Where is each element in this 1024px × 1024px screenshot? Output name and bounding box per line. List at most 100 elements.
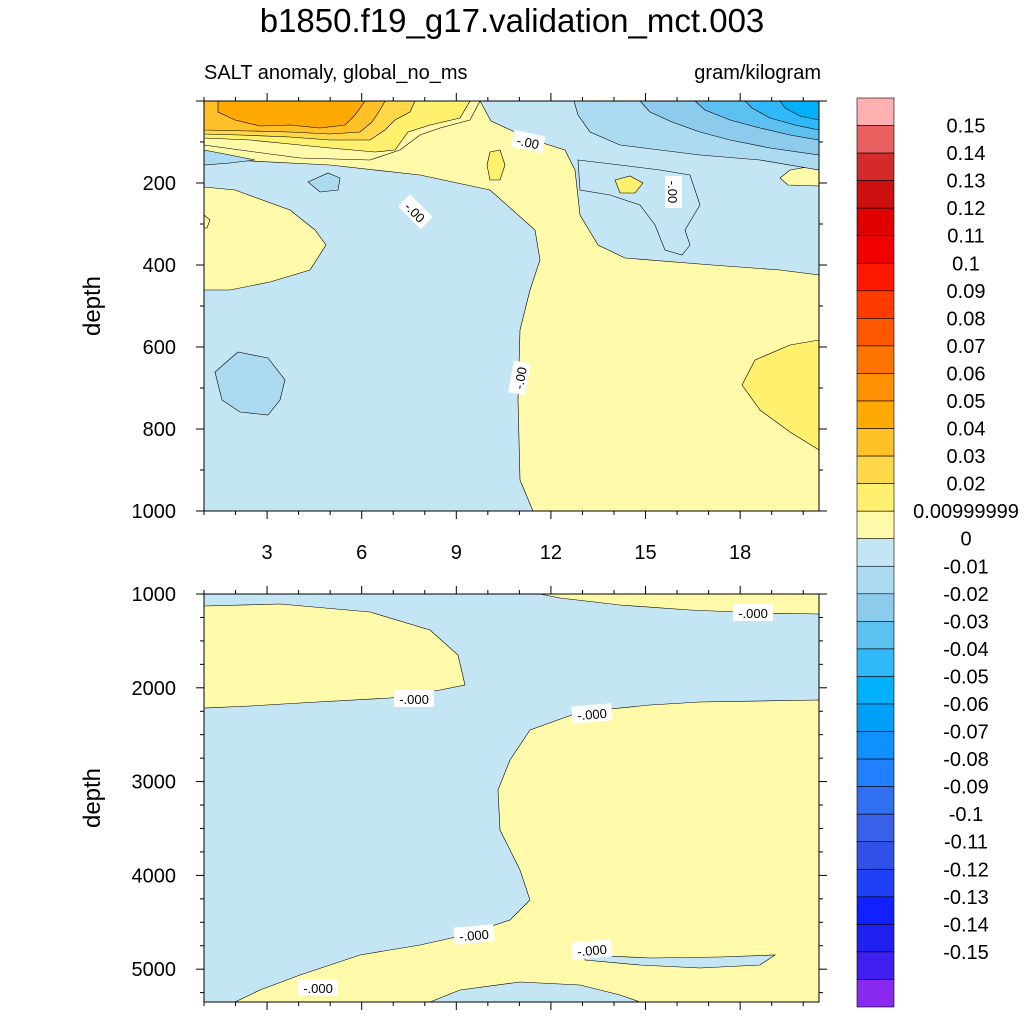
contour-label-box [510, 129, 546, 154]
colorbar-swatch [856, 979, 895, 1008]
upper-blue-blob [214, 351, 286, 416]
colorbar-swatch [856, 290, 895, 319]
colorbar-level-label: 0.04 [947, 419, 986, 441]
contour-label-text: -.000 [459, 927, 490, 945]
colorbar-level-label: -0.11 [944, 832, 988, 854]
colorbar-level-label: -0.06 [943, 694, 989, 716]
colorbar-level-label: 0.02 [947, 474, 986, 496]
colorbar-swatch [856, 758, 895, 787]
contour-label: -.000 [733, 604, 773, 621]
colorbar-swatch [856, 400, 895, 429]
contour-label-box [394, 690, 434, 707]
colorbar-level-label: -0.01 [943, 556, 989, 578]
upper-y-axis-label: depth [79, 276, 106, 336]
axes: 3 6 9 12 15 18 200 400 600 800 1000 1000 2000 3000 400… [132, 93, 827, 1010]
x-tick-label: 15 [634, 542, 656, 564]
upper-yellow-dot-2 [486, 149, 506, 181]
contour-label-text: -.000 [577, 706, 608, 724]
contour-label: -.000 [298, 979, 338, 996]
upper-y-tick-label: 200 [143, 173, 176, 195]
contour-label-box [398, 194, 433, 229]
colorbar-swatch [856, 152, 895, 181]
colorbar-swatch [856, 235, 895, 264]
x-tick-label: 6 [356, 542, 367, 564]
colorbar-level-label: 0.07 [947, 336, 986, 358]
chart-title: b1850.f19_g17.validation_mct.003 [259, 2, 765, 39]
colorbar-swatch [856, 345, 895, 374]
contour-label-text: -.00 [511, 366, 530, 391]
contour-label-box [733, 604, 773, 621]
lower-y-tick-label: 2000 [132, 678, 177, 700]
colorbar-swatch [856, 703, 895, 732]
colorbar-level-label: 0 [960, 529, 971, 551]
upper-top-orange-2 [217, 100, 366, 129]
colorbar-swatch [856, 180, 895, 209]
contour-label-text: -.00 [665, 181, 680, 203]
lower-yellow-topleft [203, 603, 466, 709]
lower-y-tick-label: 4000 [132, 865, 177, 887]
lower-y-axis-label: depth [79, 768, 106, 828]
colorbar-level-label: -0.04 [943, 639, 989, 661]
colorbar-swatch [856, 786, 895, 815]
x-tick-label: 9 [451, 542, 462, 564]
colorbar-level-label: 0.09 [947, 281, 986, 303]
contour-label-text: -.00 [515, 133, 540, 152]
colorbar-swatch [856, 565, 895, 595]
colorbar-level-label: 0.14 [947, 143, 986, 165]
colorbar-swatch [856, 483, 895, 512]
lower-frame [203, 593, 820, 1003]
colorbar-swatch [856, 125, 895, 154]
upper-yellow-right [203, 100, 820, 512]
colorbar-level-label: -0.1 [949, 804, 983, 826]
colorbar-level-label: 0.15 [947, 116, 986, 138]
upper-y-tick-label: 600 [143, 337, 176, 359]
colorbar-level-label: 0.03 [947, 446, 986, 468]
contour-label: -.00 [665, 176, 682, 208]
colorbar-level-label: 0.11 [947, 226, 984, 248]
colorbar-swatch [856, 373, 895, 402]
contour-labels: -.00-.00-.00-.00-.000-.000-.000-.000-.00… [298, 129, 773, 996]
colorbar-level-label: 0.00999999 [913, 501, 1019, 523]
colorbar-level-label: 0.13 [947, 171, 986, 193]
x-tick-label: 3 [262, 542, 273, 564]
colorbar-swatch [856, 97, 895, 126]
colorbar-level-label: -0.12 [943, 859, 989, 881]
contour-label: -.000 [394, 690, 434, 707]
upper-y-tick-label: 400 [143, 255, 176, 277]
upper-blue-dot [307, 172, 341, 193]
colorbar-swatch [856, 868, 895, 898]
colorbar-swatch [856, 648, 895, 677]
contour-label-box [571, 703, 613, 724]
colorbar-swatch [856, 455, 895, 484]
colorbar-swatch [856, 510, 895, 540]
colorbar-level-label: 0.05 [947, 391, 986, 413]
colorbar: 0.15 0.14 0.13 0.12 0.11 0.1 0.09 0.08 0.07 0.06 0… [856, 97, 1019, 1008]
colorbar-level-label: -0.09 [943, 777, 989, 799]
colorbar-level-label: -0.03 [943, 611, 989, 633]
contour-label-text: -.000 [738, 606, 768, 621]
lower-blue-bottom-right [584, 954, 777, 969]
colorbar-level-label: -0.02 [943, 584, 989, 606]
colorbar-swatch [856, 813, 895, 843]
colorbar-level-label: 0.06 [947, 363, 986, 385]
contour-label-box [571, 939, 613, 960]
colorbar-swatch [856, 318, 895, 347]
colorbar-swatch [856, 621, 895, 650]
contour-label-box [665, 176, 682, 208]
contour-label-box [508, 360, 531, 396]
contour-label-text: -.000 [399, 692, 429, 707]
contour-label-box [298, 979, 338, 996]
upper-y-tick-label: 800 [143, 419, 176, 441]
colorbar-swatch [856, 428, 895, 457]
colorbar-swatch [856, 593, 895, 622]
contour-label: -.000 [571, 939, 613, 960]
colorbar-level-label: -0.05 [943, 666, 989, 688]
upper-yellow-left [203, 186, 327, 291]
contour-label-text: -.000 [577, 942, 608, 960]
x-tick-label: 12 [540, 542, 562, 564]
colorbar-level-label: 0.08 [947, 308, 986, 330]
contour-label: -.00 [508, 360, 531, 396]
upper-yellow-blob [741, 339, 820, 451]
colorbar-swatch [856, 207, 895, 237]
